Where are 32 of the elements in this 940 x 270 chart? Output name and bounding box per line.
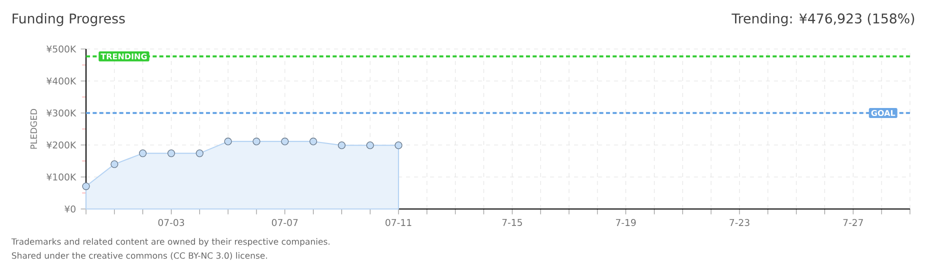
point: [224, 138, 232, 146]
chart-subtitle: Trending: ¥476,923 (158%): [732, 13, 914, 26]
y-tick-label: ¥200K: [46, 141, 76, 149]
y-tick-label: ¥500K: [46, 45, 76, 53]
y-tick-label: ¥300K: [46, 109, 76, 117]
point: [394, 142, 402, 150]
text: Shared under the creative commons (CC BY-NC 3.0) license.: [12, 252, 267, 260]
point: [309, 138, 318, 146]
text: Trademarks and related content are owned by their respective companies.: [11, 238, 330, 246]
ref-line-label: TRENDING: [100, 53, 147, 60]
x-tick-label: 07-07: [272, 219, 298, 226]
point: [252, 138, 260, 146]
y-tick-label: ¥0: [64, 205, 76, 213]
point: [139, 150, 147, 158]
point: [82, 182, 90, 190]
point: [110, 160, 118, 168]
x-tick-label: 7-19: [616, 219, 636, 226]
chart-title: Funding Progress: [12, 13, 125, 26]
y-tick-label: ¥100K: [46, 173, 76, 181]
point: [338, 142, 346, 150]
y-axis-title: PLEDGED: [30, 108, 37, 149]
x-tick-label: 7-15: [502, 219, 522, 226]
x-tick-label: 7-23: [730, 219, 750, 226]
point: [366, 142, 374, 150]
y-tick-label: ¥400K: [46, 77, 76, 85]
ref-line-label: GOAL: [871, 110, 896, 116]
x-tick-label: 7-27: [843, 219, 863, 226]
point: [281, 138, 289, 146]
point: [196, 150, 204, 158]
point: [167, 150, 176, 158]
x-tick-label: 07-03: [158, 219, 184, 226]
x-tick-label: 07-11: [386, 219, 412, 226]
